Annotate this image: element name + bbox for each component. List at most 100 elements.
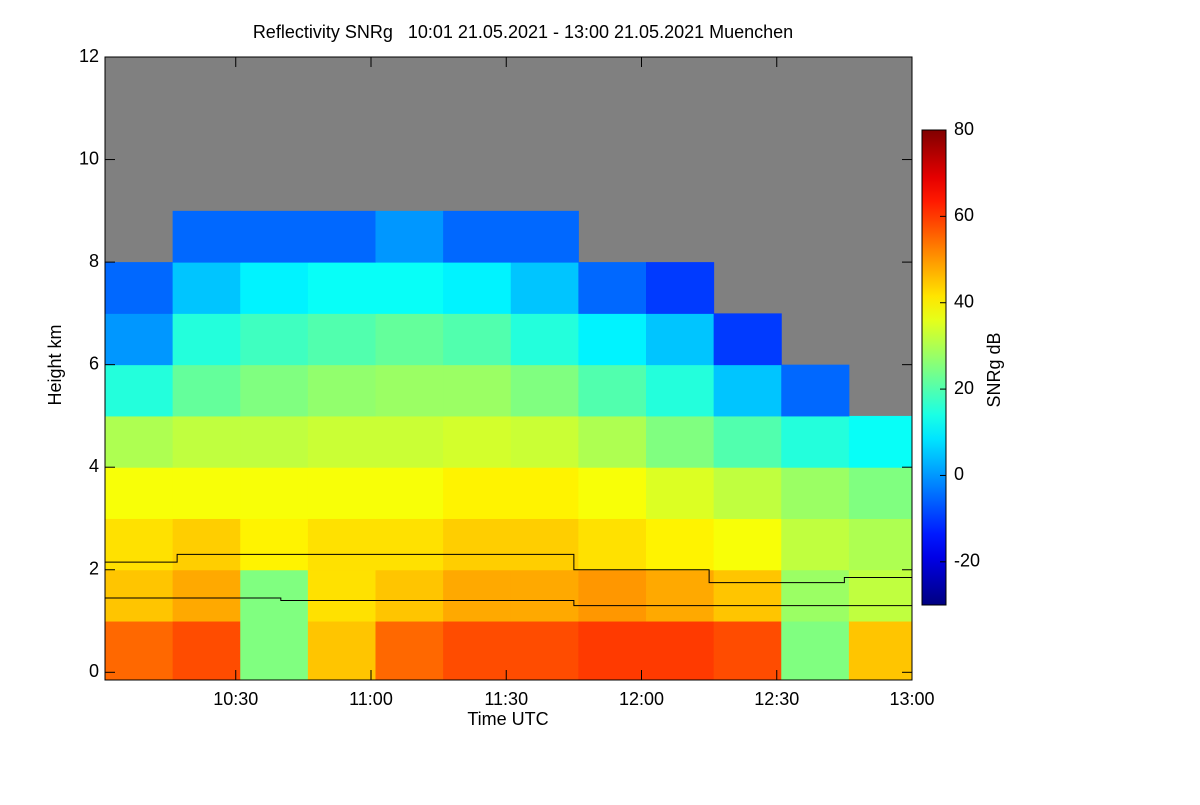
heatmap-cell bbox=[105, 621, 174, 681]
heatmap-cell bbox=[240, 262, 309, 314]
heatmap-cell bbox=[510, 569, 579, 622]
heatmap-cell bbox=[781, 621, 850, 681]
heatmap-cell bbox=[510, 313, 579, 366]
colorbar-tick-label: -20 bbox=[954, 551, 980, 571]
colorbar-tick-label: 0 bbox=[954, 464, 964, 484]
heatmap-cell bbox=[105, 415, 174, 468]
heatmap-cell bbox=[578, 364, 647, 417]
heatmap-cell bbox=[646, 621, 715, 681]
heatmap-cell bbox=[105, 569, 174, 622]
heatmap-cell bbox=[848, 518, 913, 571]
heatmap-cell bbox=[375, 262, 444, 314]
heatmap-cell bbox=[375, 210, 444, 263]
heatmap-cell bbox=[646, 518, 715, 571]
heatmap-cell bbox=[105, 467, 174, 519]
heatmap-cell bbox=[646, 415, 715, 468]
heatmap-cell bbox=[510, 364, 579, 417]
heatmap-cell bbox=[713, 313, 782, 366]
heatmap-cell bbox=[307, 210, 377, 263]
layer-line bbox=[105, 597, 912, 607]
y-tick-label: 2 bbox=[89, 559, 99, 579]
heatmap-cell bbox=[240, 364, 309, 417]
heatmap-cell bbox=[443, 313, 512, 366]
heatmap-cell bbox=[307, 467, 377, 519]
heatmap-cell bbox=[646, 262, 715, 314]
heatmap-cell bbox=[578, 415, 647, 468]
heatmap-cell bbox=[172, 569, 241, 622]
heatmap-cell bbox=[443, 262, 512, 314]
heatmap-cell bbox=[307, 364, 377, 417]
y-tick-label: 0 bbox=[89, 661, 99, 681]
heatmap-cell bbox=[240, 569, 309, 622]
heatmap-cell bbox=[443, 569, 512, 622]
heatmap-cell bbox=[578, 518, 647, 571]
heatmap-cell bbox=[375, 518, 444, 571]
heatmap-cell bbox=[105, 364, 174, 417]
y-tick-label: 4 bbox=[89, 456, 99, 476]
heatmap-cell bbox=[375, 313, 444, 366]
heatmap-cell bbox=[510, 415, 579, 468]
heatmap-cell bbox=[240, 210, 309, 263]
y-tick-label: 10 bbox=[79, 148, 99, 168]
heatmap-cell bbox=[240, 621, 309, 681]
heatmap-cell bbox=[443, 210, 512, 263]
x-tick-label: 11:00 bbox=[349, 689, 393, 709]
heatmap-cell bbox=[578, 262, 647, 314]
heatmap-cell bbox=[510, 621, 579, 681]
heatmap-cell bbox=[307, 415, 377, 468]
heatmap-cell bbox=[578, 569, 647, 622]
x-tick-label: 11:30 bbox=[484, 689, 528, 709]
x-tick-label: 12:00 bbox=[619, 689, 664, 709]
heatmap-cell bbox=[172, 313, 241, 366]
heatmap-cell bbox=[443, 621, 512, 681]
heatmap-cell bbox=[713, 569, 782, 622]
heatmap-cell bbox=[781, 415, 850, 468]
heatmap-cell bbox=[307, 262, 377, 314]
heatmap-cell bbox=[848, 467, 913, 519]
colorbar-tick-label: 40 bbox=[954, 291, 974, 311]
heatmap-cell bbox=[240, 415, 309, 468]
heatmap-cell bbox=[578, 313, 647, 366]
heatmap-cell bbox=[172, 467, 241, 519]
heatmap-cell bbox=[172, 210, 241, 263]
colorbar-tick-label: 20 bbox=[954, 378, 974, 398]
heatmap-cell bbox=[443, 467, 512, 519]
heatmap-cell bbox=[781, 364, 850, 417]
heatmap-cell bbox=[510, 210, 579, 263]
y-axis-label: Height km bbox=[45, 324, 65, 405]
heatmap-cell bbox=[307, 569, 377, 622]
heatmap-cell bbox=[443, 518, 512, 571]
heatmap-cell bbox=[713, 621, 782, 681]
heatmap-cell bbox=[510, 262, 579, 314]
heatmap-cell bbox=[781, 518, 850, 571]
heatmap-cell bbox=[713, 364, 782, 417]
heatmap-cell bbox=[105, 313, 174, 366]
x-tick-label: 12:30 bbox=[754, 689, 799, 709]
heatmap-cell bbox=[240, 518, 309, 571]
plot-frame bbox=[104, 56, 913, 681]
heatmap-cell bbox=[172, 518, 241, 571]
chart-title: Reflectivity SNRg 10:01 21.05.2021 - 13:… bbox=[253, 22, 793, 42]
heatmap-cell bbox=[646, 313, 715, 366]
heatmap-cell bbox=[172, 364, 241, 417]
colorbar-label: SNRg dB bbox=[984, 332, 1004, 407]
layer-line bbox=[105, 553, 912, 584]
colorbar-tick-label: 60 bbox=[954, 205, 974, 225]
heatmap-cell bbox=[578, 467, 647, 519]
heatmap-cell bbox=[172, 621, 241, 681]
y-tick-label: 6 bbox=[89, 353, 99, 373]
heatmap-cell bbox=[848, 569, 913, 622]
heatmap-cell bbox=[240, 467, 309, 519]
heatmap-cell bbox=[713, 467, 782, 519]
x-tick-label: 13:00 bbox=[889, 689, 934, 709]
heatmap-cell bbox=[848, 415, 913, 468]
heatmap-cell bbox=[646, 467, 715, 519]
y-tick-label: 12 bbox=[79, 46, 99, 66]
heatmap-cell bbox=[781, 467, 850, 519]
colorbar bbox=[921, 129, 947, 606]
heatmap-cell bbox=[375, 467, 444, 519]
heatmap-cell bbox=[848, 621, 913, 681]
heatmap-cell bbox=[443, 415, 512, 468]
